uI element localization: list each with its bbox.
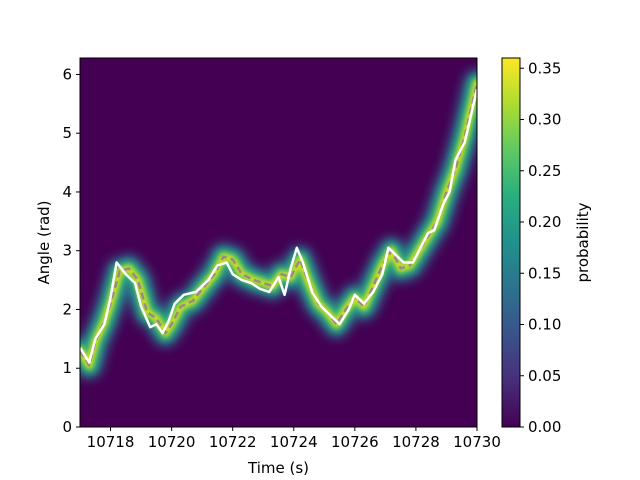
colorbar-gradient [501,57,521,428]
colorbar-ticks: 0.00 0.05 0.10 0.15 0.20 0.25 0.30 0.35 [520,59,561,436]
colorbar: 0.00 0.05 0.10 0.15 0.20 0.25 0.30 0.35 probabi… [501,57,592,436]
x-tick-label: 10728 [392,433,440,451]
heatmap-band [80,69,477,380]
y-axis: 0 1 2 3 4 5 6 [62,65,80,436]
x-tick-label: 10730 [453,433,501,451]
colorbar-tick-label: 0.25 [528,162,561,180]
plot-area [79,57,478,428]
series-line-solid [80,88,477,364]
x-axis: 10718 10720 10722 10724 10726 10728 10730 [87,427,501,451]
colorbar-tick-label: 0.10 [528,316,561,334]
colorbar-tick-label: 0.30 [528,111,561,129]
plot-frame [79,57,478,428]
y-axis-label: Angle (rad) [35,200,53,284]
x-tick-label: 10724 [270,433,318,451]
y-tick-label: 3 [62,242,72,260]
x-tick-label: 10718 [87,433,135,451]
colorbar-tick-label: 0.00 [528,418,561,436]
x-tick-label: 10722 [209,433,257,451]
y-tick-label: 5 [62,124,72,142]
x-axis-label: Time (s) [247,459,309,477]
y-tick-label: 1 [62,359,72,377]
colorbar-tick-label: 0.20 [528,213,561,231]
y-tick-label: 0 [62,418,72,436]
y-tick-label: 2 [62,300,72,318]
x-tick-label: 10720 [148,433,196,451]
colorbar-tick-label: 0.35 [528,59,561,77]
y-tick-label: 6 [62,65,72,83]
x-tick-label: 10726 [331,433,379,451]
colorbar-tick-label: 0.05 [528,367,561,385]
colorbar-tick-label: 0.15 [528,264,561,282]
colorbar-label: probability [574,202,592,282]
y-tick-label: 4 [62,183,72,201]
